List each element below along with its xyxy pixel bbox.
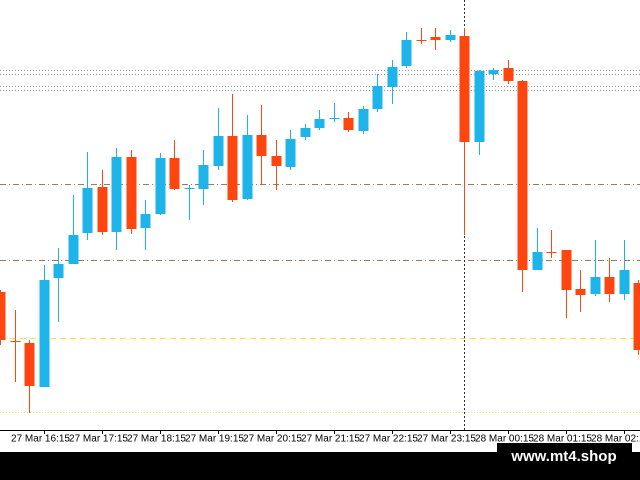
x-tick-label: 27 Mar 22:15 xyxy=(359,434,418,445)
candle-body xyxy=(24,343,35,386)
candle-body xyxy=(227,136,238,200)
x-tick-label: 27 Mar 21:15 xyxy=(301,434,360,445)
candle-body xyxy=(82,188,93,233)
candle-body xyxy=(314,119,325,128)
candle-body xyxy=(39,280,50,387)
candle-body xyxy=(68,235,79,264)
x-tick-label: 27 Mar 18:15 xyxy=(127,434,186,445)
x-tick-label: 27 Mar 20:15 xyxy=(243,434,302,445)
watermark: www.mt4.shop xyxy=(510,448,616,465)
candle-body xyxy=(10,341,21,342)
candle-body xyxy=(111,157,122,232)
x-tick-label: 27 Mar 19:15 xyxy=(185,434,244,445)
candle-body xyxy=(517,81,528,270)
candle-body xyxy=(184,188,195,189)
x-tick-label: 27 Mar 17:15 xyxy=(69,434,128,445)
candle-body xyxy=(416,40,427,41)
candle-body xyxy=(575,289,586,295)
watermark-box xyxy=(497,443,632,471)
candle-body xyxy=(242,135,253,199)
x-tick-label: 27 Mar 23:15 xyxy=(417,434,476,445)
x-tick-label: 28 Mar 01:15 xyxy=(533,434,592,445)
candle-body xyxy=(488,70,499,74)
candle-body xyxy=(372,86,383,109)
candle-body xyxy=(532,252,543,270)
candle-body xyxy=(546,252,557,253)
candle-body xyxy=(329,118,340,119)
candle-body xyxy=(604,277,615,294)
candle-body xyxy=(271,156,282,166)
x-tick-label: 28 Mar 00:15 xyxy=(475,434,534,445)
candle-body xyxy=(633,283,640,350)
candle-body xyxy=(619,270,630,294)
candle-body xyxy=(561,250,572,290)
candle-body xyxy=(285,139,296,167)
candle-body xyxy=(503,68,514,81)
candle-body xyxy=(401,40,412,66)
x-tick-label: 27 Mar 16:15 xyxy=(11,434,70,445)
candle-body xyxy=(198,165,209,189)
candle-body xyxy=(53,264,64,278)
candle-body xyxy=(0,292,6,340)
candle-body xyxy=(300,128,311,137)
candle-body xyxy=(256,135,267,156)
x-tick-label: 28 Mar 02:15 xyxy=(591,434,640,445)
candle-body xyxy=(387,67,398,87)
candle-body xyxy=(97,187,108,232)
candle-body xyxy=(590,277,601,294)
candle-body xyxy=(169,158,180,189)
candle-body xyxy=(459,36,470,142)
candle-body xyxy=(445,35,456,40)
candle-body xyxy=(430,37,441,40)
candle-body xyxy=(343,118,354,130)
candle-body xyxy=(155,158,166,214)
candle-body xyxy=(140,214,151,228)
candle-body xyxy=(213,136,224,166)
candle-body xyxy=(358,109,369,131)
candle-body xyxy=(126,157,137,229)
candle-body xyxy=(474,71,485,142)
